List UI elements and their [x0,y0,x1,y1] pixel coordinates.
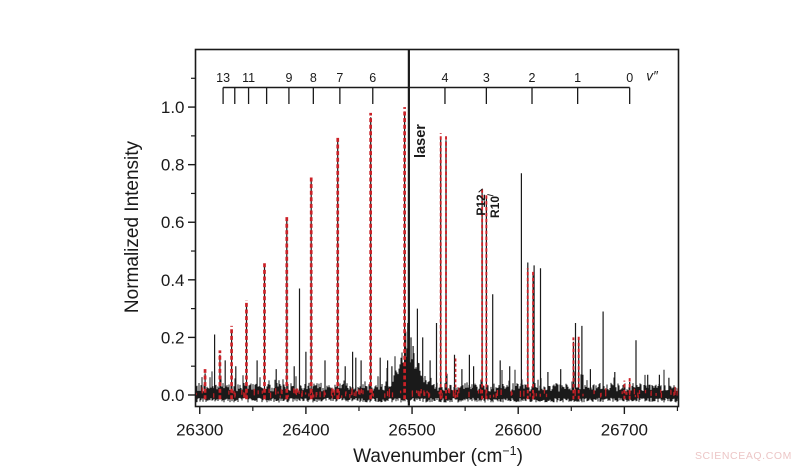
p12-annotation: P12 [474,194,488,216]
y-tick-label: 0.0 [161,386,185,405]
progression-tick-label: 4 [441,71,448,85]
x-axis-title-exponent: −1 [502,443,517,458]
x-tick-label: 26400 [282,421,329,440]
y-axis-title: Normalized Intensity [122,140,143,314]
y-tick-label: 0.4 [161,271,185,290]
x-tick-label: 26600 [495,421,542,440]
plot-border [194,48,680,408]
progression-tick-label: 3 [483,71,490,85]
progression-tick-label: 9 [285,71,292,85]
progression-tick-label: 11 [242,71,255,85]
progression-tick-label: 0 [626,71,633,85]
r10-leader [487,193,494,197]
progression-tick-label: 8 [310,71,317,85]
x-tick-label: 26300 [176,421,223,440]
progression-axis-label: v″ [646,68,658,84]
x-axis-title: Wavenumber (cm−1) [353,444,523,468]
p12-leader [478,188,483,193]
r10-annotation: R10 [488,195,502,219]
y-tick-label: 0.8 [161,156,185,175]
progression-tick-label: 13 [216,71,230,85]
simulated-noise [195,386,679,399]
y-tick-label: 0.2 [161,328,185,347]
x-axis-title-main: Wavenumber (cm [353,446,503,468]
x-axis-title-close: ) [516,446,523,468]
progression-tick-label: 1 [574,71,581,85]
x-tick-label: 26500 [388,421,435,440]
spectral-lines [204,111,670,395]
watermark: SCIENCEAQ.COM [694,450,792,462]
progression-tick-label: 6 [369,71,376,85]
y-tick-label: 0.6 [161,213,185,232]
laser-annotation: laser [413,124,429,158]
x-tick-label: 26700 [601,421,648,440]
progression-tick-label: 2 [529,71,536,85]
y-tick-label: 1.0 [161,98,185,117]
progression-tick-label: 7 [336,71,343,85]
